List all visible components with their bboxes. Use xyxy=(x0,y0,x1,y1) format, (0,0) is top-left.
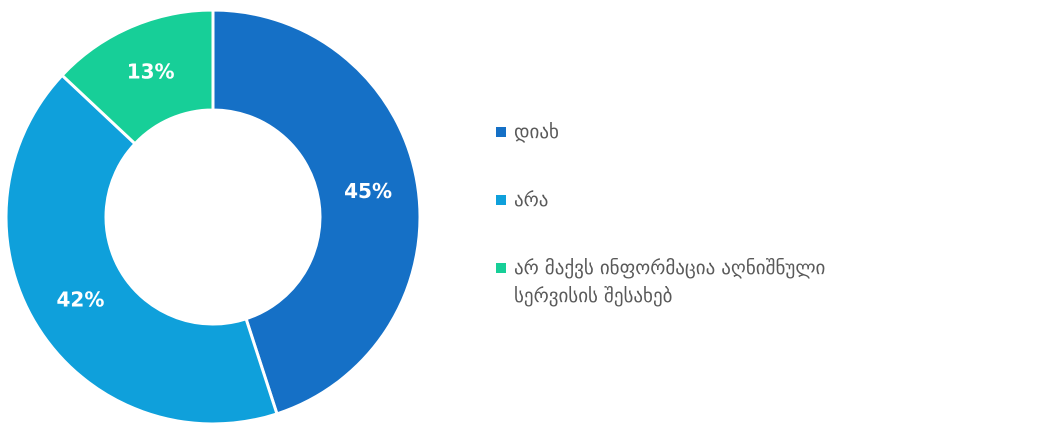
legend-label: არა xyxy=(514,189,549,211)
legend-swatch xyxy=(496,127,506,137)
donut-segment xyxy=(59,8,215,146)
data-label: 13% xyxy=(127,59,175,83)
legend-swatch xyxy=(496,195,506,205)
donut-segment xyxy=(4,73,279,426)
legend-item: დიახ xyxy=(496,118,896,146)
data-label: 42% xyxy=(57,288,105,312)
data-label: 45% xyxy=(344,179,392,203)
legend-item: არ მაქვს ინფორმაცია აღნიშნული სერვისის შ… xyxy=(496,254,896,310)
legend-item: არა xyxy=(496,186,896,214)
legend-label: დიახ xyxy=(514,121,559,143)
legend-label: არ მაქვს ინფორმაცია აღნიშნული სერვისის შ… xyxy=(514,257,826,307)
donut-segment xyxy=(211,8,422,416)
legend: დიახ არა არ მაქვს ინფორმაცია აღნიშნული სერ… xyxy=(496,118,896,350)
chart: 45% 42% 13% xyxy=(4,8,422,426)
legend-swatch xyxy=(496,263,506,273)
